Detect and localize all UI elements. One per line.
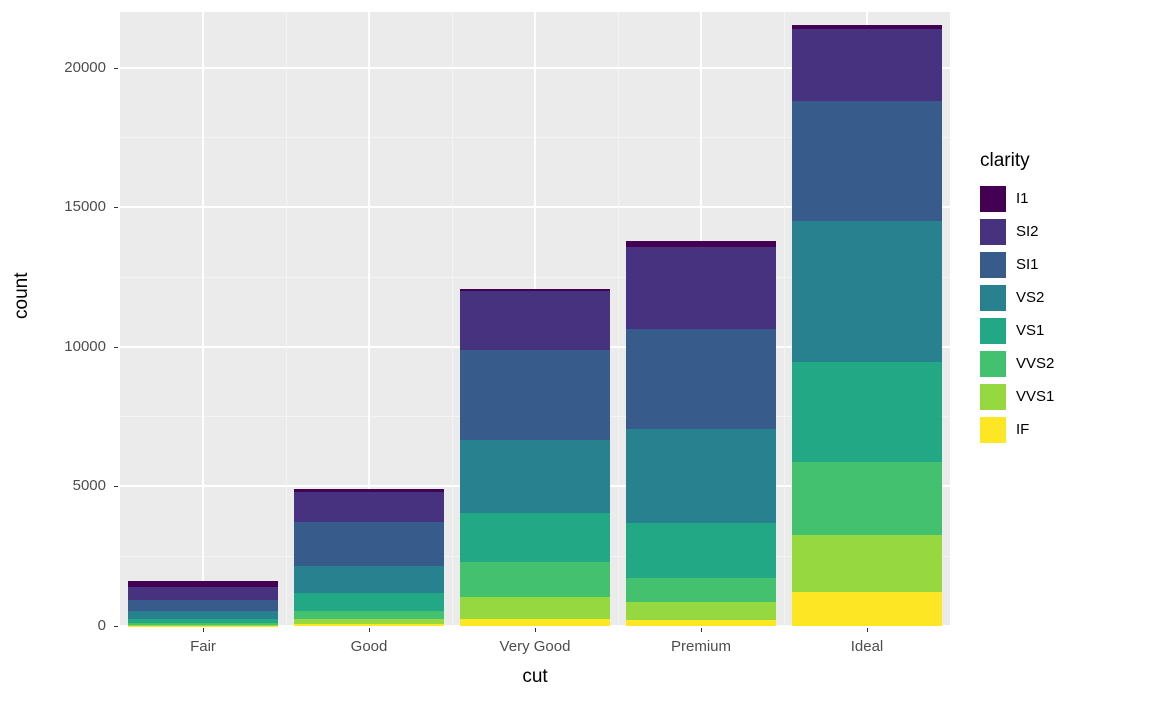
x-tick-label: Ideal (851, 638, 884, 655)
bar-stack (128, 12, 277, 626)
legend-item: VVS1 (980, 380, 1054, 413)
x-gridline-minor (784, 12, 785, 626)
bar-segment (294, 566, 443, 593)
bar-segment (792, 592, 941, 626)
legend-label: SI2 (1016, 223, 1039, 240)
bar-segment (294, 492, 443, 522)
y-tick-label: 15000 (26, 198, 106, 215)
x-axis-title: cut (522, 666, 547, 688)
bar-segment (128, 587, 277, 600)
bar-segment (792, 535, 941, 592)
bar-segment (460, 440, 609, 512)
legend-swatch (980, 186, 1006, 212)
legend-item: IF (980, 413, 1054, 446)
y-tick-mark (114, 486, 118, 487)
bar-segment (128, 600, 277, 611)
bar-segment (294, 522, 443, 566)
x-tick-label: Good (351, 638, 388, 655)
legend-item: VS2 (980, 281, 1054, 314)
bar-stack (792, 12, 941, 626)
y-tick-label: 10000 (26, 338, 106, 355)
bar-stack (626, 12, 775, 626)
x-tick-mark (867, 628, 868, 632)
legend-item: VS1 (980, 314, 1054, 347)
x-tick-label: Premium (671, 638, 731, 655)
bar-stack (294, 12, 443, 626)
bar-segment (128, 611, 277, 618)
y-tick-label: 0 (26, 617, 106, 634)
x-gridline-minor (618, 12, 619, 626)
y-tick-mark (114, 626, 118, 627)
legend-label: VS1 (1016, 322, 1044, 339)
bar-segment (460, 619, 609, 626)
bar-segment (626, 620, 775, 626)
bar-segment (460, 513, 609, 563)
y-axis-title: count (11, 273, 33, 319)
legend-title: clarity (980, 150, 1054, 172)
legend-swatch (980, 285, 1006, 311)
legend-swatch (980, 417, 1006, 443)
x-tick-mark (701, 628, 702, 632)
legend-item: SI1 (980, 248, 1054, 281)
legend-item: I1 (980, 182, 1054, 215)
bar-segment (460, 291, 609, 350)
bar-segment (626, 329, 775, 429)
bar-segment (460, 597, 609, 619)
bar-segment (294, 624, 443, 626)
bar-segment (792, 221, 941, 363)
bar-segment (792, 362, 941, 462)
legend-item: SI2 (980, 215, 1054, 248)
legend-swatch (980, 351, 1006, 377)
bar-segment (792, 462, 941, 535)
x-tick-mark (203, 628, 204, 632)
y-tick-label: 5000 (26, 477, 106, 494)
bar-segment (626, 247, 775, 329)
bar-segment (460, 350, 609, 440)
x-gridline-minor (286, 12, 287, 626)
legend-label: I1 (1016, 190, 1029, 207)
y-tick-mark (114, 347, 118, 348)
x-tick-mark (369, 628, 370, 632)
legend-label: IF (1016, 421, 1029, 438)
bar-segment (626, 523, 775, 579)
bar-segment (294, 593, 443, 611)
legend-item: VVS2 (980, 347, 1054, 380)
y-tick-mark (114, 68, 118, 69)
x-tick-mark (535, 628, 536, 632)
bar-segment (626, 602, 775, 619)
legend: clarity I1 SI2 SI1 VS2 VS1 VVS2 VVS1 IF (980, 150, 1054, 446)
legend-swatch (980, 318, 1006, 344)
y-tick-label: 20000 (26, 59, 106, 76)
x-tick-label: Fair (190, 638, 216, 655)
chart-figure: 0 5000 10000 15000 20000 Fair Good Very Good Pr… (0, 0, 1152, 711)
bar-stack (460, 12, 609, 626)
bar-segment (294, 611, 443, 619)
bar-segment (626, 578, 775, 602)
legend-label: SI1 (1016, 256, 1039, 273)
bar-segment (792, 29, 941, 102)
x-tick-label: Very Good (500, 638, 571, 655)
legend-label: VS2 (1016, 289, 1044, 306)
bar-segment (792, 101, 941, 221)
bar-segment (626, 429, 775, 523)
legend-swatch (980, 384, 1006, 410)
y-tick-mark (114, 207, 118, 208)
x-gridline-minor (452, 12, 453, 626)
bar-segment (460, 562, 609, 596)
legend-swatch (980, 219, 1006, 245)
legend-label: VVS2 (1016, 355, 1054, 372)
legend-label: VVS1 (1016, 388, 1054, 405)
legend-swatch (980, 252, 1006, 278)
